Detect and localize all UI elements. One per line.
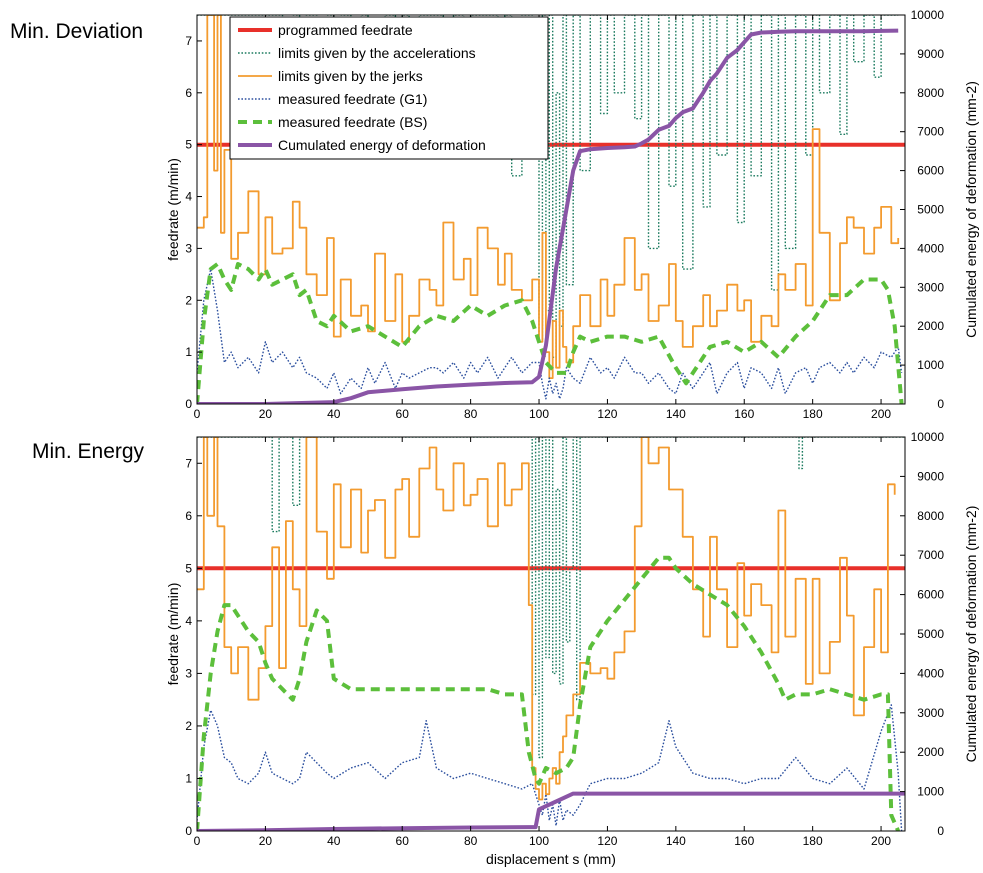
x-tick-label: 80 [464,407,478,421]
y-axis-label: feedrate (m/min) [165,158,181,261]
x-tick-label: 60 [396,834,410,848]
x-tick-label: 140 [666,407,686,421]
y-right-tick-label: 9000 [917,469,944,483]
y-right-tick-label: 5000 [917,203,944,217]
y-tick-label: 1 [185,771,192,785]
x-tick-label: 60 [396,407,410,421]
series-line-4 [197,262,904,404]
x-tick-label: 120 [597,407,617,421]
series-line-4 [197,555,901,831]
y-right-tick-label: 0 [937,824,944,838]
legend-box [229,16,549,160]
legend-entry: Cumulated energy of deformation [278,137,486,153]
y-right-tick-label: 6000 [917,588,944,602]
y-right-tick-label: 1000 [917,358,944,372]
plot-frame [196,436,906,832]
y-tick-label: 5 [185,138,192,152]
y-tick-label: 2 [185,719,192,733]
y-tick-label: 3 [185,666,192,680]
series-line-2 [197,437,896,801]
y-tick-label: 6 [185,509,192,523]
x-tick-label: 40 [327,834,341,848]
x-tick-label: 100 [529,834,549,848]
x-tick-label: 160 [734,407,754,421]
y-right-tick-label: 6000 [917,164,944,178]
y-tick-label: 0 [185,397,192,411]
x-tick-label: 200 [871,407,891,421]
legend-entry: measured feedrate (G1) [278,91,427,107]
y-tick-label: 4 [185,190,192,204]
y-tick-label: 2 [185,293,192,307]
series-line-3 [197,704,903,831]
x-tick-label: 20 [259,834,273,848]
series-line-1 [197,437,905,759]
y-right-tick-label: 10000 [911,430,945,444]
y-right-tick-label: 9000 [917,47,944,61]
y-right-tick-label: 3000 [917,706,944,720]
x-tick-label: 0 [194,407,201,421]
x-tick-label: 100 [529,407,549,421]
series-group [197,437,905,831]
y-right-tick-label: 5000 [917,627,944,641]
x-tick-label: 120 [597,834,617,848]
y-right-tick-label: 10000 [911,8,945,22]
x-tick-label: 40 [327,407,341,421]
y-right-tick-label: 1000 [917,785,944,799]
chart-panel-1: 0 20 40 60 80 100 120 140 160 180 2000123456701000… [32,430,979,867]
y-tick-label: 1 [185,345,192,359]
legend: programmed feedrate limits given by the a… [229,16,549,160]
y-axis-label: feedrate (m/min) [165,583,181,686]
x-tick-label: 80 [464,834,478,848]
y-right-tick-label: 0 [937,397,944,411]
chart-panel-0: 0 20 40 60 80 100 120 140 160 180 2000123456701000… [10,8,979,421]
x-axis-label: displacement s (mm) [486,851,616,867]
y-right-tick-label: 8000 [917,509,944,523]
legend-entry: programmed feedrate [278,22,413,38]
x-tick-label: 180 [803,407,823,421]
y-tick-label: 3 [185,241,192,255]
y-right-tick-label: 4000 [917,241,944,255]
y-right-axis-label: Cumulated energy of deformation (mm-2) [963,81,979,338]
y-tick-label: 0 [185,824,192,838]
y-tick-label: 6 [185,86,192,100]
x-tick-label: 160 [734,834,754,848]
legend-entry: measured feedrate (BS) [278,114,427,130]
y-right-tick-label: 7000 [917,125,944,139]
x-tick-label: 20 [259,407,273,421]
legend-entry: limits given by the accelerations [278,45,476,61]
x-tick-label: 0 [194,834,201,848]
x-tick-label: 200 [871,834,891,848]
series-line-5 [197,28,899,404]
y-right-tick-label: 4000 [917,666,944,680]
y-tick-label: 5 [185,561,192,575]
panel-title: Min. Energy [32,440,145,463]
y-right-tick-label: 7000 [917,548,944,562]
panel-title: Min. Deviation [10,20,143,43]
y-tick-label: 7 [185,456,192,470]
y-right-tick-label: 2000 [917,745,944,759]
legend-entry: limits given by the jerks [278,68,423,84]
series-line-3 [197,268,903,400]
x-tick-label: 180 [803,834,823,848]
y-tick-label: 7 [185,34,192,48]
y-right-tick-label: 2000 [917,319,944,333]
x-tick-label: 140 [666,834,686,848]
y-tick-label: 4 [185,614,192,628]
y-right-tick-label: 3000 [917,280,944,294]
y-right-axis-label: Cumulated energy of deformation (mm-2) [963,506,979,763]
series-line-5 [197,791,905,831]
y-right-tick-label: 8000 [917,86,944,100]
